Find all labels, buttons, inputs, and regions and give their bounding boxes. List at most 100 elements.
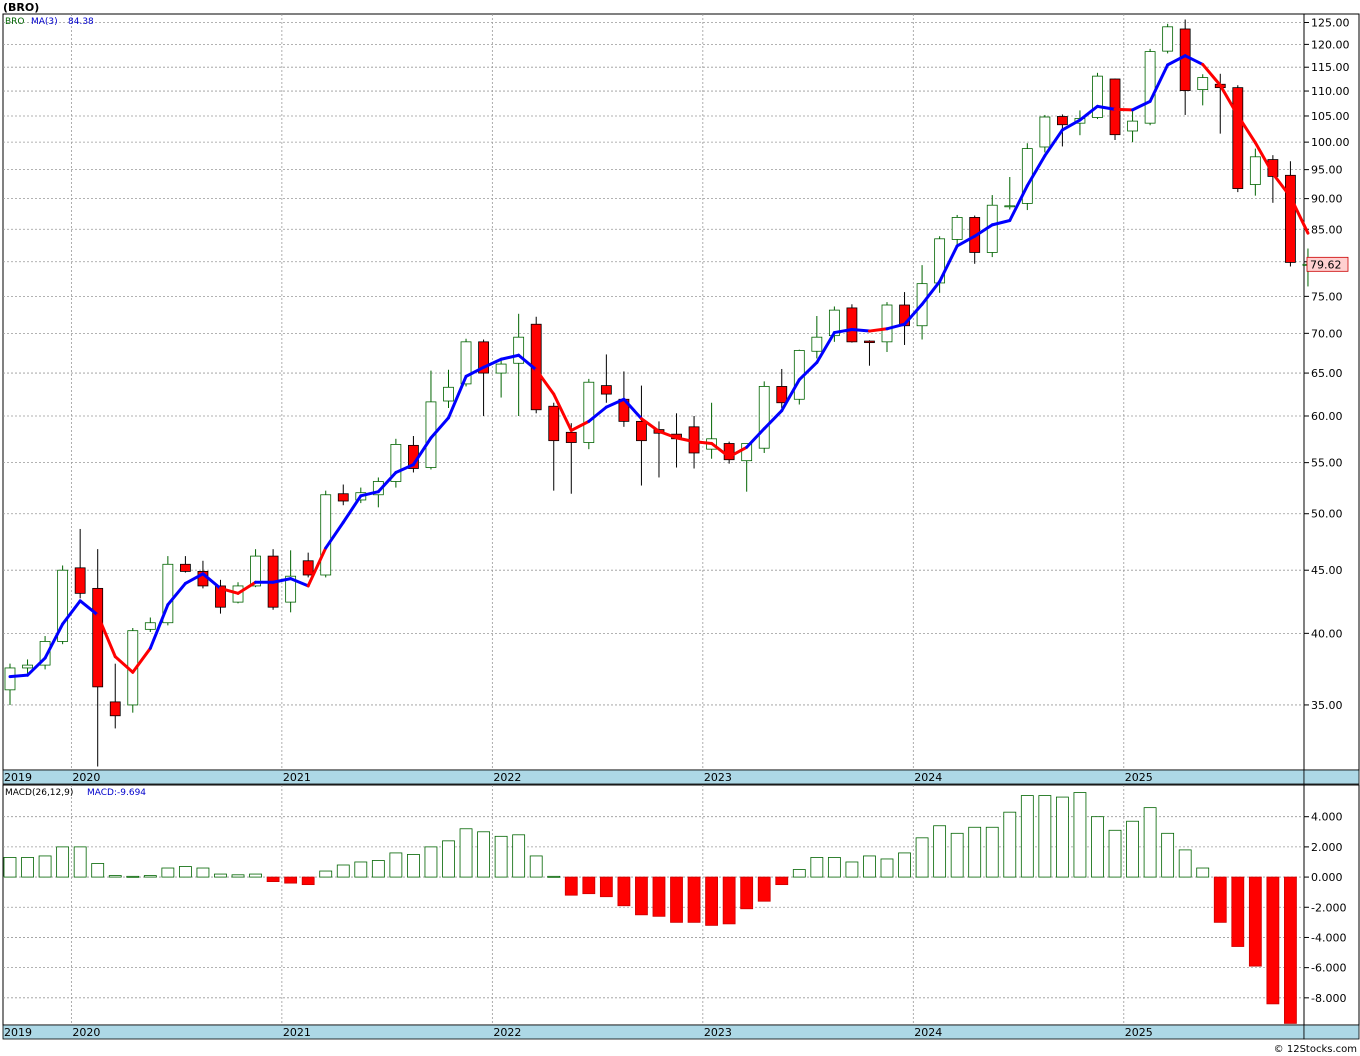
macd-x-tick-label: 2021 xyxy=(283,1026,311,1039)
macd-y-tick-label: 2.000 xyxy=(1311,841,1343,854)
candle-body xyxy=(1232,87,1244,189)
macd-bar xyxy=(968,826,982,878)
ma3-segment xyxy=(710,441,731,459)
candle-body xyxy=(864,340,875,344)
price-x-tick-label: 2025 xyxy=(1125,771,1153,784)
candle-body xyxy=(1039,116,1051,148)
macd-bar xyxy=(670,876,683,923)
last-price-box xyxy=(1306,256,1349,272)
price-y-tick-label: 75.00 xyxy=(1311,290,1343,303)
ma3-segment xyxy=(341,494,363,524)
macd-y-tick-label: -2.000 xyxy=(1311,901,1346,914)
candle-body xyxy=(215,585,226,608)
macd-bar xyxy=(1266,876,1280,1005)
macd-bar xyxy=(214,873,227,878)
ma3-segment xyxy=(394,463,415,474)
candle-body xyxy=(285,575,297,603)
candle-body xyxy=(460,341,472,385)
macd-bar xyxy=(21,857,34,878)
candle-body xyxy=(548,405,560,442)
ma3-segment xyxy=(1236,113,1257,145)
ma3-segment xyxy=(780,378,801,413)
macd-x-tick-label: 2023 xyxy=(704,1026,732,1039)
macd-bar xyxy=(1143,807,1157,878)
macd-bar xyxy=(494,835,508,878)
price-y-tick-label: 95.00 xyxy=(1311,164,1343,177)
candle-body xyxy=(162,563,174,624)
candle-body xyxy=(320,494,332,576)
ma3-segment xyxy=(8,673,30,679)
price-y-tick-label: 115.00 xyxy=(1311,61,1350,74)
macd-bar xyxy=(284,876,298,884)
macd-bar xyxy=(1056,796,1069,878)
candle-body xyxy=(583,381,595,443)
macd-bar xyxy=(1196,867,1210,878)
price-x-tick-label: 2022 xyxy=(493,771,521,784)
candle-body xyxy=(758,386,770,449)
ma3-segment xyxy=(1148,63,1170,103)
candle-body xyxy=(22,664,33,669)
price-y-tick-label: 60.00 xyxy=(1311,410,1343,423)
macd-bar xyxy=(91,863,105,878)
candle-body xyxy=(1197,77,1209,90)
macd-bar xyxy=(389,852,403,878)
macd-bar xyxy=(1003,811,1017,878)
ma3-segment xyxy=(534,368,556,396)
price-y-tick-label: 70.00 xyxy=(1311,327,1343,340)
price-x-tick-label: 2024 xyxy=(914,771,942,784)
ma3-segment xyxy=(569,419,591,432)
ma3-segment xyxy=(604,397,626,409)
macd-bar xyxy=(1284,876,1297,1024)
ma3-segment xyxy=(675,436,696,444)
candle-body xyxy=(846,307,858,343)
ma3-segment xyxy=(447,374,468,420)
candle-body xyxy=(1109,78,1121,136)
ma3-segment xyxy=(973,223,994,238)
ma3-segment xyxy=(1201,62,1222,87)
price-plot-area xyxy=(2,13,1305,771)
macd-bar xyxy=(196,867,210,878)
macd-bar xyxy=(161,867,175,878)
price-y-axis-area xyxy=(1303,13,1360,771)
macd-bar xyxy=(38,855,52,878)
candle-body xyxy=(1179,28,1191,91)
candle-body xyxy=(4,667,16,691)
macd-bar xyxy=(1161,832,1175,878)
macd-bar xyxy=(880,858,894,878)
macd-bar xyxy=(933,825,947,878)
ma3-segment xyxy=(482,357,503,369)
ma3-segment xyxy=(411,436,433,467)
macd-bar xyxy=(301,876,315,886)
candle-body xyxy=(1285,174,1296,263)
price-x-axis-bar-right xyxy=(1303,769,1360,785)
macd-bar xyxy=(266,876,280,883)
macd-bar xyxy=(547,875,561,878)
candle-body xyxy=(1267,159,1279,177)
ma3-segment xyxy=(903,302,924,326)
ma3-segment xyxy=(1218,83,1240,117)
ma3-segment xyxy=(324,520,345,550)
candle-body xyxy=(390,444,402,482)
macd-bar xyxy=(898,852,911,878)
ma3-segment xyxy=(815,331,836,364)
price-y-tick-label: 45.00 xyxy=(1311,564,1343,577)
macd-bar xyxy=(1248,876,1262,967)
ma3-segment xyxy=(148,603,170,650)
macd-bar xyxy=(1038,795,1052,878)
macd-x-tick-label: 2025 xyxy=(1125,1026,1153,1039)
ma3-segment xyxy=(850,328,871,333)
candle-body xyxy=(39,641,51,666)
macd-bar xyxy=(56,846,70,878)
candle-body xyxy=(250,555,261,587)
candle-body xyxy=(74,567,86,594)
candle-body xyxy=(302,560,314,576)
candle-body xyxy=(776,386,788,404)
footer-credit: © 12Stocks.com xyxy=(1274,1044,1357,1055)
macd-bar xyxy=(529,855,543,878)
macd-bar xyxy=(249,873,262,878)
ma3-segment xyxy=(499,353,521,361)
candle-body xyxy=(600,385,612,395)
price-x-axis-bar xyxy=(2,769,1305,785)
ma3-segment xyxy=(236,580,258,595)
